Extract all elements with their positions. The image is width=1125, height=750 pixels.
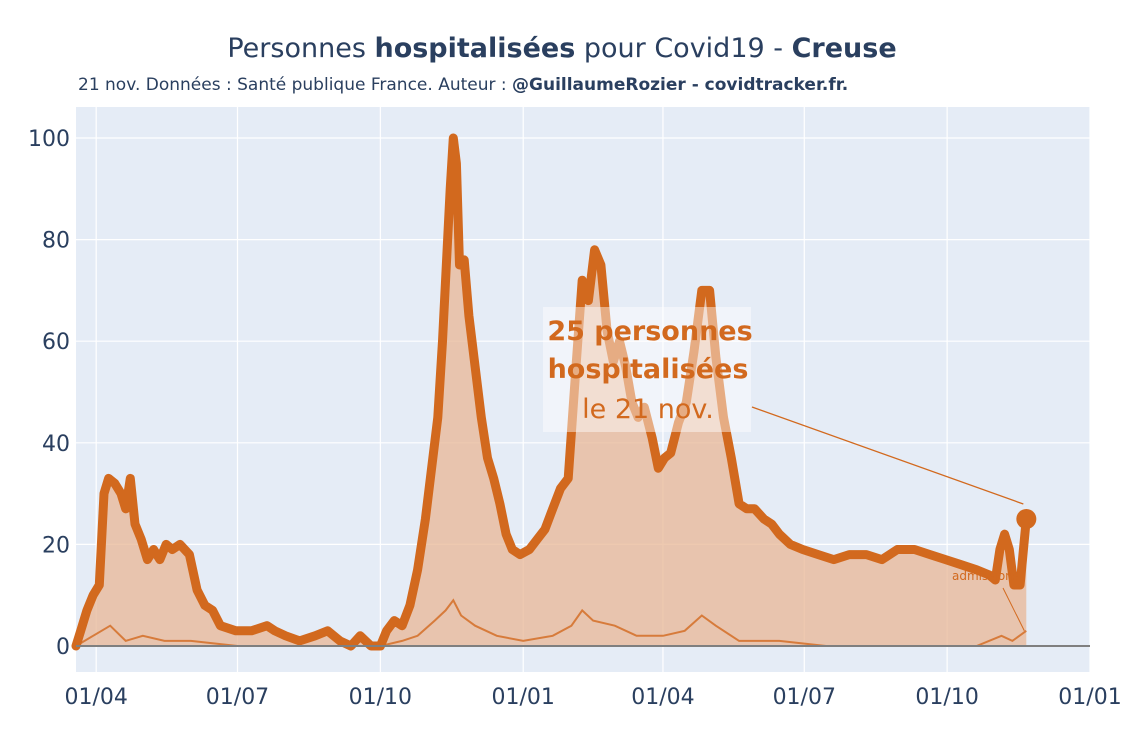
last-value-marker	[1016, 509, 1037, 529]
annotation-box	[543, 307, 751, 432]
x-tick-label: 01/04	[631, 685, 694, 710]
y-tick-label: 100	[28, 127, 70, 152]
x-tick-label: 01/10	[349, 685, 412, 710]
x-tick-label: 01/07	[773, 685, 836, 710]
x-tick-label: 01/01	[1058, 685, 1121, 710]
series-area-hospitalisees	[76, 138, 1027, 646]
annotation-line1: 25 personnes	[547, 316, 752, 347]
y-tick-label: 80	[42, 229, 70, 254]
axis-layer: 0 20 40 60 80 100 01/04 01/07 01/10 01/01 01/04 01/…	[28, 127, 1122, 710]
admissions-label: admissions	[952, 569, 1019, 583]
annotation-line2: hospitalisées	[548, 354, 749, 385]
y-tick-label: 40	[42, 432, 70, 457]
x-tick-label: 01/10	[915, 685, 978, 710]
chart-title: Personnes hospitalisées pour Covid19 - C…	[227, 33, 896, 64]
admissions-arrow	[1002, 587, 1025, 631]
x-tick-label: 01/07	[206, 685, 269, 710]
series-layer	[71, 133, 1031, 651]
chart-subtitle: 21 nov. Données : Santé publique France.…	[78, 75, 848, 95]
x-tick-label: 01/01	[492, 685, 555, 710]
y-tick-label: 60	[42, 330, 70, 355]
series-line-admissions	[75, 598, 1027, 647]
x-tick-label: 01/04	[64, 685, 127, 710]
annotation-line3: le 21 nov.	[582, 394, 714, 425]
annotation-layer: 25 personnes hospitalisées le 21 nov. admis…	[543, 307, 1037, 631]
y-tick-label: 0	[56, 635, 70, 660]
y-tick-label: 20	[42, 533, 70, 558]
series-line-hospitalisees	[71, 133, 1031, 651]
annotation-arrow	[751, 406, 1024, 505]
